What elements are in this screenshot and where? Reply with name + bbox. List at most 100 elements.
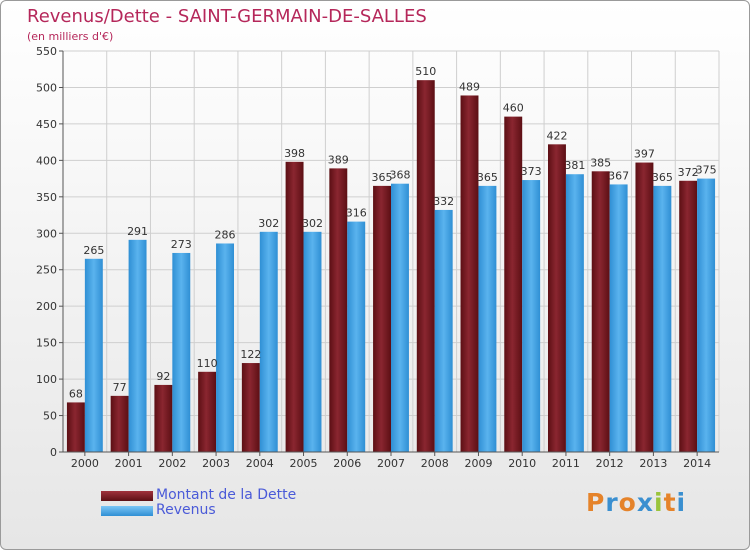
- y-tick-label: 500: [36, 81, 57, 94]
- logo-letter: P: [586, 488, 606, 517]
- bar-dette-2007: [373, 185, 391, 452]
- data-label-revenus: 368: [389, 169, 410, 182]
- bar-revenus-2011: [565, 174, 584, 452]
- y-tick-label: 100: [36, 373, 57, 386]
- data-label-revenus: 375: [696, 164, 717, 177]
- x-tick-label: 2001: [115, 457, 143, 470]
- data-label-dette: 510: [415, 65, 436, 78]
- y-tick-label: 300: [36, 227, 57, 240]
- x-tick-label: 2004: [246, 457, 274, 470]
- y-tick-label: 400: [36, 154, 57, 167]
- legend-label-revenus: Revenus: [156, 502, 216, 518]
- bar-revenus-2010: [522, 180, 541, 453]
- bar-dette-2008: [416, 80, 435, 452]
- data-label-dette: 397: [634, 148, 655, 161]
- y-tick-label: 250: [36, 264, 57, 277]
- bar-dette-2003: [198, 371, 217, 452]
- legend-swatch-dette: [101, 491, 153, 501]
- bar-revenus-2004: [259, 231, 278, 452]
- y-tick-label: 50: [43, 410, 57, 423]
- data-label-dette: 68: [69, 387, 83, 400]
- legend-label-dette: Montant de la Dette: [156, 487, 297, 503]
- x-tick-label: 2007: [377, 457, 405, 470]
- logo-letter: x: [636, 488, 654, 517]
- data-label-dette: 489: [459, 80, 480, 93]
- bar-revenus-2013: [653, 185, 672, 452]
- y-tick-label: 200: [36, 300, 57, 313]
- logo-letter: r: [605, 488, 619, 517]
- bar-dette-2004: [241, 363, 260, 452]
- x-tick-label: 2014: [683, 457, 711, 470]
- bar-dette-2010: [504, 116, 523, 453]
- bar-revenus-2001: [128, 239, 147, 452]
- bar-dette-2001: [110, 395, 129, 452]
- logo-letter: i: [654, 488, 664, 517]
- y-tick-label: 450: [36, 118, 57, 131]
- bar-dette-2014: [679, 180, 698, 452]
- bar-revenus-2003: [216, 243, 234, 452]
- bar-dette-2002: [154, 384, 173, 452]
- x-tick-label: 2000: [71, 457, 99, 470]
- data-label-revenus: 302: [302, 217, 323, 230]
- x-tick-label: 2005: [290, 457, 318, 470]
- bar-revenus-2002: [172, 252, 191, 452]
- data-label-revenus: 381: [564, 159, 585, 172]
- data-label-revenus: 365: [477, 171, 498, 184]
- logo-letter: o: [618, 488, 637, 517]
- x-tick-label: 2006: [333, 457, 361, 470]
- bar-dette-2013: [635, 162, 654, 452]
- y-tick-label: 550: [36, 45, 57, 58]
- bar-revenus-2008: [434, 209, 453, 452]
- logo-letter: i: [676, 488, 687, 517]
- bar-revenus-2012: [609, 184, 628, 452]
- bar-dette-2009: [460, 95, 479, 452]
- data-label-revenus: 316: [346, 207, 367, 220]
- x-tick-label: 2008: [421, 457, 449, 470]
- data-label-revenus: 286: [215, 228, 236, 241]
- data-label-dette: 389: [328, 153, 349, 166]
- logo-letter: t: [663, 488, 677, 517]
- bar-dette-2011: [548, 144, 566, 452]
- data-label-dette: 110: [197, 357, 218, 370]
- data-label-revenus: 332: [433, 195, 454, 208]
- data-label-revenus: 302: [258, 217, 279, 230]
- x-tick-label: 2010: [508, 457, 536, 470]
- data-label-dette: 365: [372, 171, 393, 184]
- x-tick-label: 2009: [464, 457, 492, 470]
- bar-revenus-2007: [391, 183, 409, 452]
- data-label-dette: 122: [240, 348, 261, 361]
- bar-revenus-2006: [347, 221, 366, 452]
- data-label-revenus: 365: [652, 171, 673, 184]
- data-label-revenus: 373: [521, 165, 542, 178]
- y-tick-label: 0: [50, 446, 57, 459]
- data-label-revenus: 273: [171, 238, 192, 251]
- bar-dette-2006: [329, 168, 348, 452]
- x-tick-label: 2011: [552, 457, 580, 470]
- data-label-revenus: 291: [127, 225, 148, 238]
- bar-revenus-2005: [303, 231, 322, 452]
- x-tick-label: 2003: [202, 457, 230, 470]
- bar-revenus-2014: [697, 178, 716, 452]
- bar-revenus-2009: [478, 185, 497, 452]
- bar-dette-2005: [285, 161, 304, 452]
- y-tick-label: 350: [36, 191, 57, 204]
- bar-revenus-2000: [84, 258, 103, 452]
- x-tick-label: 2013: [639, 457, 667, 470]
- legend-swatch-revenus: [101, 506, 153, 516]
- data-label-revenus: 367: [608, 169, 629, 182]
- chart-title: Revenus/Dette - SAINT-GERMAIN-DE-SALLES: [27, 6, 427, 27]
- proxiti-logo: Proxiti: [586, 488, 686, 517]
- data-label-dette: 77: [113, 381, 127, 394]
- data-label-dette: 92: [156, 370, 170, 383]
- x-tick-label: 2002: [158, 457, 186, 470]
- data-label-dette: 460: [503, 102, 524, 115]
- data-label-dette: 422: [546, 129, 567, 142]
- bar-dette-2000: [66, 402, 85, 452]
- data-label-dette: 372: [678, 166, 699, 179]
- x-tick-label: 2012: [596, 457, 624, 470]
- data-label-dette: 385: [590, 156, 611, 169]
- chart-subtitle: (en milliers d'€): [27, 30, 114, 43]
- y-tick-label: 150: [36, 337, 57, 350]
